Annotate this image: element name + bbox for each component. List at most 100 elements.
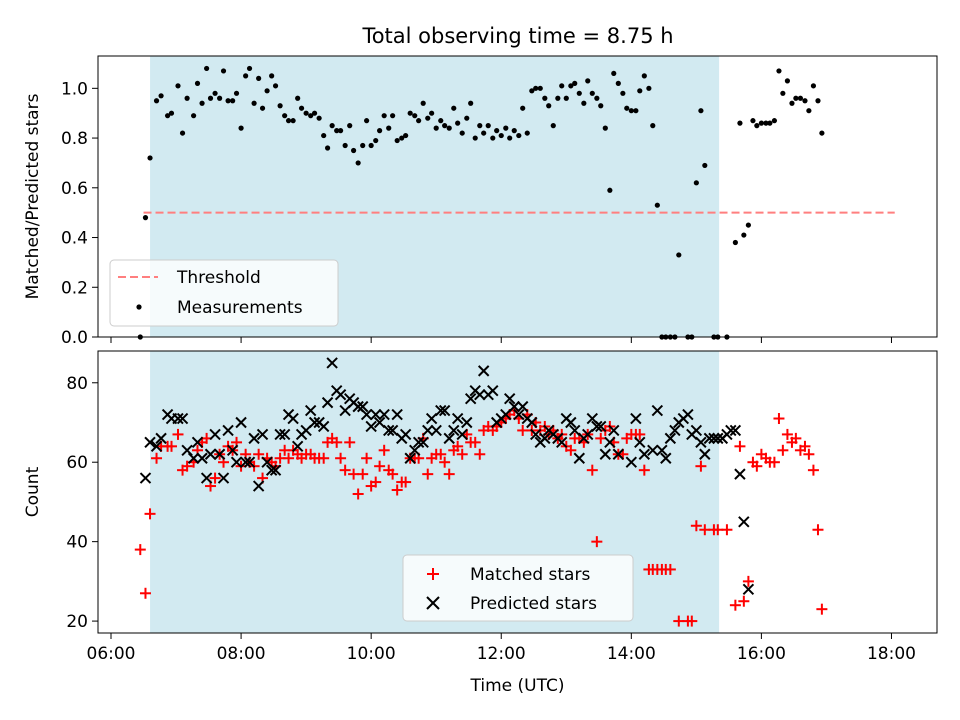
- measurement-point: [298, 105, 305, 111]
- matched-point: [469, 436, 481, 448]
- measurement-point: [194, 80, 201, 86]
- measurement-point: [442, 123, 448, 129]
- measurement-point: [654, 202, 660, 208]
- measurement-point: [351, 147, 357, 154]
- matched-point: [387, 468, 399, 480]
- measurement-point: [550, 123, 556, 129]
- matched-point: [331, 436, 343, 448]
- measurement-point: [377, 128, 383, 134]
- measurement-point: [158, 93, 164, 99]
- measurement-point: [373, 137, 379, 144]
- predicted-point: [530, 428, 542, 441]
- predicted-point: [217, 472, 230, 484]
- measurement-point: [308, 113, 314, 119]
- matched-point: [361, 452, 373, 464]
- measurement-point: [360, 142, 366, 149]
- measurement-point: [498, 132, 504, 139]
- measurement-point: [282, 113, 288, 119]
- bottom-legend: Matched stars Predicted stars: [402, 554, 634, 622]
- measurement-point: [620, 90, 626, 96]
- measurement-point: [533, 85, 539, 91]
- predicted-point: [357, 400, 369, 413]
- predicted-point: [438, 404, 451, 417]
- predicted-point: [291, 440, 304, 453]
- top-legend-box: [109, 259, 339, 327]
- matched-point: [812, 524, 824, 536]
- matched-point: [738, 595, 750, 607]
- y-tick-label: 20: [66, 612, 88, 632]
- measurement-point: [646, 85, 652, 91]
- measurement-point: [576, 90, 582, 96]
- predicted-point: [608, 424, 620, 437]
- measurement-point: [191, 113, 197, 119]
- predicted-point: [191, 436, 204, 449]
- measurement-point: [403, 132, 409, 139]
- bottom-axes-frame: [97, 350, 938, 634]
- measurement-point: [184, 95, 190, 101]
- legend-threshold-label: Threshold: [176, 268, 261, 288]
- measurement-point: [585, 78, 591, 84]
- predicted-point: [556, 436, 568, 449]
- measurement-point: [633, 108, 639, 114]
- matched-point: [595, 432, 607, 444]
- predicted-point: [360, 408, 373, 421]
- measurement-point: [784, 78, 791, 84]
- measurement-point: [324, 145, 331, 151]
- predicted-point: [399, 428, 412, 441]
- predicted-point: [526, 416, 538, 429]
- predicted-point: [599, 448, 612, 460]
- measurement-point: [390, 113, 396, 119]
- measurement-point: [412, 113, 418, 119]
- matched-point: [803, 448, 815, 460]
- matched-point: [209, 472, 221, 484]
- measurement-point: [264, 88, 270, 94]
- predicted-point: [222, 424, 234, 437]
- measurement-point: [175, 83, 181, 89]
- measurement-point: [420, 100, 426, 106]
- predicted-point: [150, 440, 163, 453]
- measurement-point: [507, 135, 513, 141]
- measurement-point: [693, 180, 699, 186]
- x-tick-label: 08:00: [217, 644, 266, 664]
- top-legend: Threshold Measurements: [109, 259, 339, 327]
- measurement-point: [511, 128, 517, 134]
- measurement-point: [386, 125, 392, 131]
- predicted-point: [422, 424, 434, 437]
- y-tick-label: 0.4: [61, 229, 88, 249]
- predicted-point: [742, 583, 755, 596]
- predicted-point: [239, 456, 252, 468]
- measurement-point: [394, 137, 400, 144]
- predicted-point: [565, 416, 577, 429]
- predicted-point: [321, 396, 334, 409]
- measurement-point: [581, 100, 587, 106]
- measurement-point: [750, 118, 756, 124]
- predicted-point: [386, 424, 399, 437]
- matched-point: [181, 460, 193, 472]
- matched-point: [638, 464, 650, 476]
- measurement-point: [303, 110, 309, 116]
- x-tick-label: 14:00: [607, 644, 656, 664]
- measurement-point: [780, 90, 786, 96]
- measurement-point: [425, 115, 431, 121]
- matched-point: [352, 488, 364, 500]
- predicted-point: [539, 432, 551, 445]
- matched-point: [374, 460, 386, 472]
- predicted-point: [604, 436, 616, 449]
- matched-point: [151, 452, 163, 464]
- measurement-point: [758, 120, 764, 126]
- measurement-point: [546, 103, 552, 109]
- predicted-point: [591, 420, 603, 433]
- predicted-point: [725, 424, 737, 437]
- predicted-point: [503, 392, 516, 405]
- measurement-point: [819, 130, 825, 136]
- predicted-point: [630, 412, 642, 425]
- matched-point: [807, 464, 819, 476]
- predicted-point: [326, 357, 338, 369]
- predicted-point: [412, 436, 425, 449]
- measurement-point: [771, 118, 778, 124]
- measurement-point: [602, 125, 608, 131]
- measurement-point: [789, 100, 795, 106]
- measurements-legend-swatch: [136, 304, 142, 310]
- predicted-point: [638, 448, 651, 460]
- measurement-point: [607, 187, 613, 193]
